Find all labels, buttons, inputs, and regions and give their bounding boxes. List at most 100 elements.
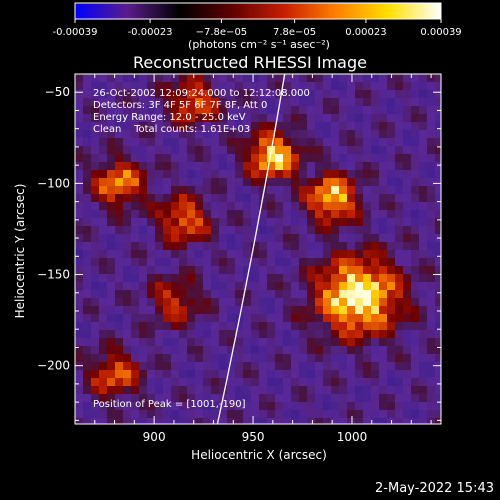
heatmap-cell [219, 202, 227, 210]
heatmap-cell [291, 418, 299, 424]
heatmap-cell [419, 250, 427, 258]
heatmap-cell [211, 90, 219, 98]
heatmap-cell [75, 330, 83, 338]
heatmap-cell [251, 418, 259, 424]
heatmap-cell [267, 98, 275, 106]
heatmap-cell [395, 314, 403, 322]
heatmap-cell [211, 298, 219, 306]
footer-timestamp: 2-May-2022 15:43 [375, 481, 494, 496]
heatmap-cell [283, 370, 291, 378]
heatmap-cell [275, 370, 283, 378]
heatmap-cell [83, 250, 91, 258]
heatmap-cell [251, 274, 259, 282]
heatmap-cell [131, 90, 139, 98]
heatmap-cell [411, 162, 419, 170]
heatmap-cell [203, 202, 211, 210]
heatmap-cell [243, 346, 251, 354]
heatmap-cell [131, 330, 139, 338]
heatmap-cell [147, 210, 155, 218]
heatmap-cell [187, 266, 195, 274]
heatmap-cell [267, 410, 275, 418]
heatmap-cell [243, 82, 251, 90]
heatmap-cell [227, 314, 235, 322]
heatmap-cell [155, 74, 163, 82]
heatmap-cell [331, 290, 339, 298]
heatmap-cell [323, 194, 331, 202]
heatmap-cell [387, 122, 395, 130]
heatmap-cell [227, 234, 235, 242]
heatmap-cell [299, 370, 307, 378]
heatmap-cell [363, 402, 371, 410]
heatmap-cell [91, 210, 99, 218]
heatmap-cell [355, 210, 363, 218]
colorbar-tick-label: 0.00023 [345, 27, 386, 38]
heatmap-cell [107, 186, 115, 194]
heatmap-cell [363, 242, 371, 250]
heatmap-cell [355, 378, 363, 386]
heatmap-cell [179, 338, 187, 346]
heatmap-cell [267, 90, 275, 98]
heatmap-cell [291, 114, 299, 122]
heatmap-cell [251, 362, 259, 370]
heatmap-cell [307, 354, 315, 362]
heatmap-cell [115, 74, 123, 82]
heatmap-cell [155, 330, 163, 338]
heatmap-cell [83, 354, 91, 362]
heatmap-cell [427, 330, 435, 338]
heatmap-cell [227, 346, 235, 354]
heatmap-cell [395, 322, 403, 330]
heatmap-cell [243, 234, 251, 242]
heatmap-cell [131, 178, 139, 186]
heatmap-cell [347, 298, 355, 306]
heatmap-cell [363, 90, 371, 98]
heatmap-cell [147, 114, 155, 122]
heatmap-cell [419, 234, 427, 242]
heatmap-cell [171, 274, 179, 282]
heatmap-cell [419, 410, 427, 418]
heatmap-cell [315, 226, 323, 234]
heatmap-cell [363, 170, 371, 178]
heatmap-cell [99, 354, 107, 362]
heatmap-cell [363, 114, 371, 122]
heatmap-cell [251, 346, 259, 354]
heatmap-cell [379, 306, 387, 314]
heatmap-cell [251, 90, 259, 98]
heatmap-cell [195, 170, 203, 178]
heatmap-cell [339, 378, 347, 386]
heatmap-cell [435, 202, 441, 210]
heatmap-cell [435, 130, 441, 138]
heatmap-cell [139, 210, 147, 218]
heatmap-cell [403, 306, 411, 314]
heatmap-cell [147, 242, 155, 250]
heatmap-cell [339, 122, 347, 130]
heatmap-cell [283, 194, 291, 202]
heatmap-cell [411, 178, 419, 186]
heatmap-cell [355, 370, 363, 378]
heatmap-cell [243, 130, 251, 138]
heatmap-cell [355, 346, 363, 354]
heatmap-cell [379, 154, 387, 162]
heatmap-cell [267, 314, 275, 322]
heatmap-cell [91, 98, 99, 106]
heatmap-cell [339, 194, 347, 202]
annotation-energy-range: Energy Range: 12.0 - 25.0 keV [93, 112, 246, 123]
heatmap-cell [139, 338, 147, 346]
heatmap-cell [339, 170, 347, 178]
heatmap-cell [107, 402, 115, 410]
heatmap-cell [107, 418, 115, 424]
heatmap-cell [427, 210, 435, 218]
heatmap-cell [195, 266, 203, 274]
heatmap-cell [139, 258, 147, 266]
heatmap-cell [219, 218, 227, 226]
heatmap-cell [203, 378, 211, 386]
heatmap-cell [315, 378, 323, 386]
heatmap-cell [139, 386, 147, 394]
heatmap-cell [171, 138, 179, 146]
heatmap-cell [75, 314, 83, 322]
heatmap-cell [83, 98, 91, 106]
heatmap-cell [107, 146, 115, 154]
heatmap-cell [83, 266, 91, 274]
heatmap-cell [139, 130, 147, 138]
heatmap-cell [243, 290, 251, 298]
heatmap-cell [227, 386, 235, 394]
